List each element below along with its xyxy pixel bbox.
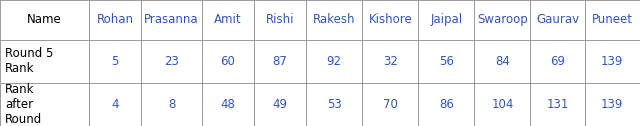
Text: 60: 60 <box>221 55 236 68</box>
Text: Amit: Amit <box>214 13 242 26</box>
Text: 23: 23 <box>164 55 179 68</box>
Text: Swaroop: Swaroop <box>477 13 528 26</box>
Text: 48: 48 <box>221 98 236 111</box>
Text: Jaipal: Jaipal <box>430 13 463 26</box>
Text: Prasanna: Prasanna <box>144 13 199 26</box>
Text: 69: 69 <box>550 55 565 68</box>
Text: Round 5
Rank: Round 5 Rank <box>5 47 54 75</box>
Text: 139: 139 <box>601 98 623 111</box>
Text: 87: 87 <box>273 55 287 68</box>
Text: 4: 4 <box>111 98 119 111</box>
Text: Name: Name <box>27 13 62 26</box>
Text: 92: 92 <box>326 55 342 68</box>
Text: Puneet: Puneet <box>592 13 633 26</box>
Text: Rank
after
Round: Rank after Round <box>5 83 42 126</box>
Text: 84: 84 <box>495 55 510 68</box>
Text: Rohan: Rohan <box>97 13 134 26</box>
Text: 8: 8 <box>168 98 175 111</box>
Text: 49: 49 <box>273 98 287 111</box>
Text: Kishore: Kishore <box>369 13 412 26</box>
Text: Rakesh: Rakesh <box>313 13 355 26</box>
Text: 86: 86 <box>439 98 454 111</box>
Text: 104: 104 <box>492 98 514 111</box>
Text: 56: 56 <box>439 55 454 68</box>
Text: 139: 139 <box>601 55 623 68</box>
Text: 70: 70 <box>383 98 397 111</box>
Text: 53: 53 <box>327 98 342 111</box>
Text: Rishi: Rishi <box>266 13 294 26</box>
Text: Gaurav: Gaurav <box>536 13 579 26</box>
Text: 5: 5 <box>111 55 119 68</box>
Text: 32: 32 <box>383 55 397 68</box>
Text: 131: 131 <box>547 98 569 111</box>
